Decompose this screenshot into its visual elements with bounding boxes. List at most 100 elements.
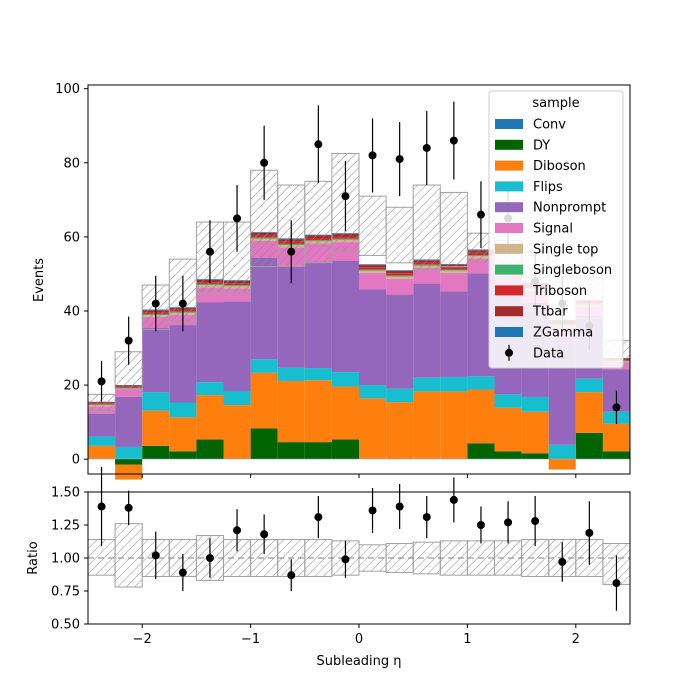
bar-segment: [196, 439, 224, 459]
bar-segment: [440, 376, 468, 392]
data-point: [178, 299, 187, 308]
bar-segment: [331, 372, 359, 387]
ratio-x-axis: −2 −1 0 1 2: [133, 624, 580, 647]
bar-segment: [331, 439, 359, 459]
ratio-point: [97, 502, 106, 511]
legend-label: Single top: [533, 242, 598, 257]
ratio-y-tick-label: 0.50: [51, 618, 80, 633]
bar-segment: [304, 368, 332, 381]
y-tick-label: 40: [63, 304, 80, 319]
data-point: [205, 247, 214, 256]
bar-segment: [359, 272, 387, 290]
bar-segment: [494, 407, 522, 452]
bar-segment: [359, 264, 387, 266]
bar-segment: [575, 432, 603, 459]
bar-segment: [250, 372, 278, 429]
data-point: [97, 377, 106, 386]
ratio-point: [151, 551, 160, 560]
ratio-y-tick-label: 1.25: [51, 519, 80, 534]
bar-segment: [115, 396, 143, 447]
ratio-point: [314, 513, 323, 522]
ratio-panel: 0.50 0.75 1.00 1.25 1.50 −2 −1 0 1 2 Ratio Suble…: [26, 466, 631, 669]
bar-segment: [386, 402, 414, 459]
legend-swatch: [495, 264, 523, 275]
legend-swatch: [495, 119, 523, 129]
bar-segment: [331, 386, 359, 440]
bar-segment: [440, 267, 468, 270]
data-point: [449, 136, 458, 145]
legend-label: Data: [533, 346, 564, 361]
legend-label: Singleboson: [533, 263, 612, 278]
bar-segment: [521, 411, 549, 454]
data-point: [368, 151, 377, 160]
ratio-point: [585, 528, 594, 537]
legend-label: ZGamma: [533, 326, 593, 341]
ratio-y-axis-label: Ratio: [26, 541, 41, 574]
bar-segment: [169, 402, 197, 418]
y-tick-label: 80: [63, 156, 80, 171]
bar-segment: [575, 378, 603, 393]
ratio-point: [422, 513, 431, 522]
bar-segment: [386, 294, 414, 389]
legend-swatch: [495, 181, 523, 192]
ratio-y-axis: 0.50 0.75 1.00 1.25 1.50: [51, 486, 88, 633]
bar-segment: [494, 451, 522, 459]
ratio-point: [124, 503, 133, 512]
bar-segment: [386, 388, 414, 403]
y-tick-label: 60: [63, 230, 80, 245]
bar-segment: [467, 389, 495, 444]
bar-segment: [250, 257, 278, 360]
uncertainty-bin: [358, 195, 387, 256]
bar-segment: [548, 459, 576, 470]
legend-swatch: [495, 139, 523, 150]
ratio-point: [178, 568, 187, 577]
bar-segment: [142, 445, 170, 459]
data-point: [476, 210, 485, 219]
bar-segment: [359, 289, 387, 386]
bar-segment: [277, 367, 305, 382]
bar-segment: [359, 398, 387, 459]
bar-segment: [223, 405, 251, 459]
ratio-point: [233, 526, 242, 535]
legend-swatch: [495, 285, 523, 296]
bar-segment: [413, 391, 441, 459]
bar-segment: [277, 442, 305, 459]
data-point: [422, 143, 431, 152]
bar-segment: [142, 410, 170, 446]
bar-segment: [331, 260, 359, 373]
bar-segment: [169, 325, 197, 403]
legend-data-marker: [505, 348, 513, 357]
ratio-point: [476, 521, 485, 529]
legend-swatch: [495, 306, 523, 317]
bar-segment: [386, 278, 414, 295]
legend-label: Diboson: [533, 159, 586, 174]
ratio-uncertainty-bin: [114, 523, 143, 588]
bar-segment: [88, 445, 116, 459]
ratio-point: [368, 506, 377, 515]
bar-segment: [115, 464, 143, 480]
y-tick-label: 0: [72, 453, 80, 468]
legend: sample Conv DY Diboson Flips Nonprompt Signal S…: [488, 90, 624, 369]
bar-segment: [548, 444, 576, 459]
bar-segment: [304, 442, 332, 459]
bar-segment: [467, 376, 495, 390]
bar-segment: [223, 301, 251, 392]
x-tick-label: −2: [133, 632, 152, 647]
legend-label: Signal: [533, 222, 573, 237]
bar-segment: [386, 276, 414, 279]
bar-segment: [440, 272, 468, 292]
bar-segment: [115, 389, 143, 397]
data-point: [151, 299, 160, 308]
data-point: [287, 247, 296, 256]
legend-swatch: [495, 160, 523, 171]
y-tick-label: 20: [63, 379, 80, 394]
data-point: [124, 336, 133, 345]
ratio-point: [287, 571, 296, 580]
legend-label: Conv: [533, 118, 566, 133]
bar-segment: [359, 269, 387, 271]
bar-segment: [88, 413, 116, 437]
bar-segment: [494, 394, 522, 408]
ratio-y-tick-label: 0.75: [51, 585, 80, 600]
bar-segment: [386, 270, 414, 271]
